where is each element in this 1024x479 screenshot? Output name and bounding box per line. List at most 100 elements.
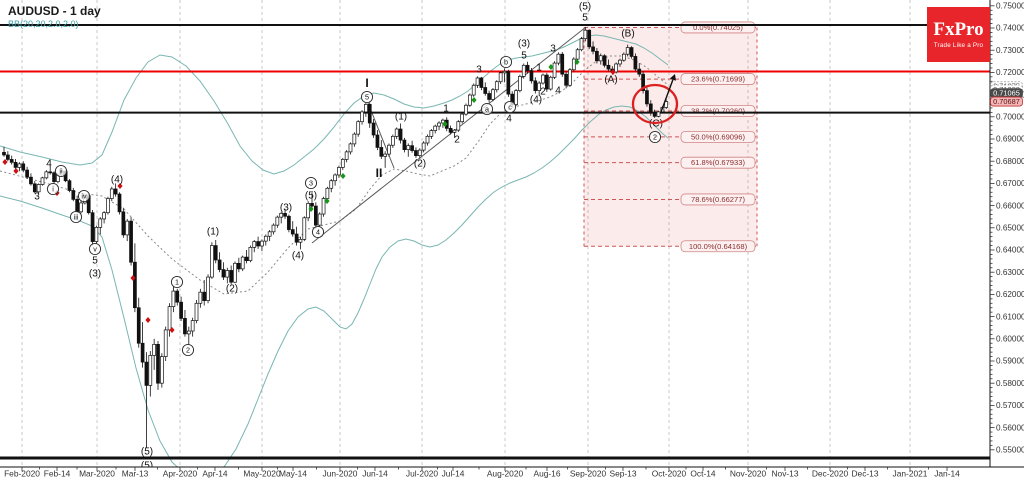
candle: [379, 147, 384, 157]
svg-text:0.56000: 0.56000: [996, 423, 1024, 432]
candle: [144, 361, 149, 386]
candle: [568, 69, 572, 86]
svg-text:0.68000: 0.68000: [996, 157, 1024, 166]
svg-text:Nov-2020: Nov-2020: [730, 469, 767, 479]
candle: [387, 144, 391, 155]
candle: [548, 76, 553, 90]
chart-title-block: AUDUSD - 1 day BB(20,20,2.0,2.0): [8, 4, 101, 30]
circled-wave-label: [480, 102, 494, 116]
candle: [129, 220, 133, 263]
fxpro-logo-name: FxPro: [933, 19, 984, 40]
svg-text:Jul-2020: Jul-2020: [406, 469, 438, 479]
candle: [244, 256, 249, 262]
candle: [275, 216, 280, 226]
candle: [514, 90, 518, 105]
candle: [67, 180, 72, 191]
candle: [606, 64, 611, 70]
circled-wave-label: [311, 225, 325, 239]
svg-text:1: 1: [175, 278, 179, 287]
svg-text:23.6%(0.71699): 23.6%(0.71699): [691, 75, 746, 84]
candle: [398, 128, 403, 141]
candle: [25, 169, 29, 178]
candle: [109, 188, 114, 199]
candle: [437, 122, 441, 127]
candle: [375, 134, 380, 148]
candle: [2, 151, 6, 156]
candle: [506, 70, 511, 95]
candle: [17, 163, 22, 168]
candle: [260, 240, 264, 247]
svg-text:3: 3: [550, 44, 556, 55]
svg-text:(C): (C): [649, 119, 663, 130]
candle: [364, 104, 368, 113]
candle: [571, 58, 576, 71]
candle: [402, 139, 407, 151]
candle: [79, 202, 83, 213]
candle: [310, 203, 314, 207]
candle: [140, 342, 145, 363]
candle: [94, 227, 99, 242]
candle: [344, 151, 349, 160]
svg-text:ii: ii: [59, 167, 63, 176]
fib-level-label: [680, 130, 756, 143]
svg-text:Nov-13: Nov-13: [772, 469, 799, 479]
svg-text:c: c: [508, 103, 512, 112]
svg-text:0.69000: 0.69000: [996, 135, 1024, 144]
fibonacci-retracement: 0.0%(0.74025) 23.6%(0.71699) 38.2%(0.70260…: [583, 21, 758, 253]
candle: [414, 150, 418, 157]
svg-text:2: 2: [653, 133, 657, 142]
candle: [213, 245, 218, 261]
circled-wave-label: [360, 90, 374, 104]
svg-text:Feb-2020: Feb-2020: [4, 469, 40, 479]
candle: [337, 167, 341, 176]
candle: [417, 149, 422, 157]
candle: [252, 241, 257, 248]
current-price-badge: [990, 96, 1023, 107]
candle: [468, 94, 472, 106]
svg-text:(4): (4): [111, 175, 123, 186]
candle: [544, 74, 549, 90]
candle: [533, 80, 538, 91]
candle: [113, 188, 118, 195]
candle: [356, 121, 361, 135]
candle: [583, 29, 588, 40]
svg-text:0.72000: 0.72000: [996, 68, 1024, 77]
candle: [552, 62, 557, 78]
candle: [29, 176, 33, 185]
candle: [406, 145, 411, 151]
fxpro-logo: FxPro Trade Like a Pro: [927, 7, 990, 62]
candle: [429, 130, 434, 137]
svg-text:0.61000: 0.61000: [996, 312, 1024, 321]
candle: [410, 145, 414, 151]
circled-wave-label: [499, 55, 513, 69]
candle: [229, 270, 233, 283]
candle: [167, 306, 172, 331]
candle: [206, 276, 210, 301]
candle: [471, 84, 476, 96]
candle: [36, 184, 41, 193]
circled-wave-label: [648, 130, 662, 144]
candle: [560, 53, 565, 75]
circled-wave-label: [503, 100, 517, 114]
candle: [160, 356, 164, 384]
svg-text:i: i: [52, 185, 54, 194]
candle: [491, 89, 495, 100]
candle: [394, 128, 399, 137]
svg-text:0.64000: 0.64000: [996, 246, 1024, 255]
svg-text:Jun-14: Jun-14: [362, 469, 388, 479]
candle: [633, 56, 638, 70]
candle: [125, 220, 130, 236]
candle: [595, 50, 599, 62]
candle: [32, 183, 37, 193]
candle: [614, 63, 619, 73]
svg-text:(5): (5): [579, 2, 591, 13]
circled-wave-label: [54, 164, 68, 178]
svg-text:38.2%(0.70260): 38.2%(0.70260): [691, 107, 746, 116]
bollinger-indicator-label: BB(20,20,2.0,2.0): [8, 19, 79, 29]
svg-text:0.73000: 0.73000: [996, 46, 1024, 55]
candle: [71, 190, 76, 200]
svg-text:78.6%(0.66277): 78.6%(0.66277): [691, 195, 746, 204]
candle: [106, 198, 110, 214]
